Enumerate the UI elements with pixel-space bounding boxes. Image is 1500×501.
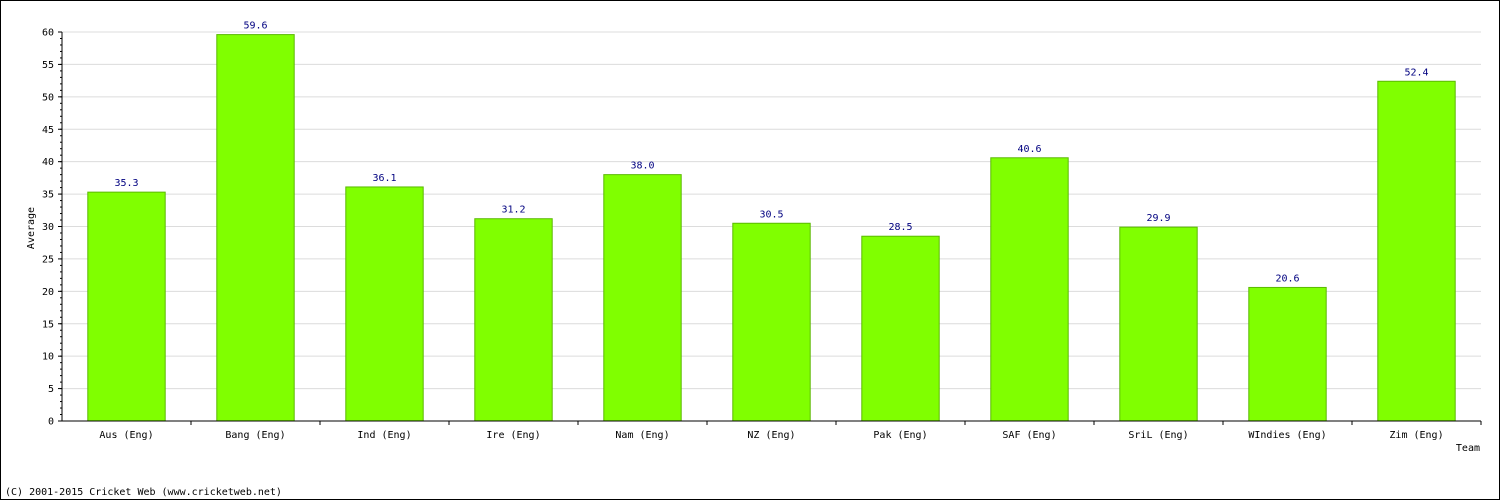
bars bbox=[87, 34, 1456, 422]
bar bbox=[216, 34, 295, 422]
data-label: 31.2 bbox=[501, 205, 525, 216]
x-tick-label: NZ (Eng) bbox=[747, 430, 795, 441]
data-label: 59.6 bbox=[243, 21, 267, 32]
y-tick-label: 45 bbox=[42, 125, 54, 136]
y-tick-label: 25 bbox=[42, 254, 54, 265]
data-labels: 35.3 59.6 36.1 31.2 38.0 30.5 28.5 40.6 29.9 20.6… bbox=[114, 21, 1428, 285]
data-label: 36.1 bbox=[372, 173, 396, 184]
data-label: 20.6 bbox=[1275, 273, 1299, 284]
bar bbox=[1377, 80, 1456, 422]
data-label: 52.4 bbox=[1404, 67, 1428, 78]
axes bbox=[58, 31, 1482, 425]
y-tick-labels: 0 5 10 15 20 25 30 35 40 45 50 55 60 bbox=[42, 28, 54, 428]
bar bbox=[345, 186, 424, 422]
y-tick-label: 10 bbox=[42, 352, 54, 363]
x-tick-label: SriL (Eng) bbox=[1128, 430, 1188, 441]
data-label: 40.6 bbox=[1017, 144, 1041, 155]
y-tick-label: 15 bbox=[42, 319, 54, 330]
bar bbox=[861, 235, 940, 422]
bar bbox=[1248, 286, 1327, 422]
data-label: 35.3 bbox=[114, 178, 138, 189]
y-axis-label: Average bbox=[26, 207, 37, 249]
x-tick-label: Pak (Eng) bbox=[873, 430, 927, 441]
x-tick-label: WIndies (Eng) bbox=[1248, 430, 1326, 441]
x-tick-label: Bang (Eng) bbox=[225, 430, 285, 441]
y-tick-label: 30 bbox=[42, 222, 54, 233]
x-tick-labels: Aus (Eng) Bang (Eng) Ind (Eng) Ire (Eng) Nam… bbox=[99, 430, 1443, 441]
y-tick-label: 0 bbox=[48, 417, 54, 428]
bar bbox=[474, 218, 553, 422]
y-tick-label: 55 bbox=[42, 60, 54, 71]
bar bbox=[732, 222, 811, 422]
y-tick-label: 40 bbox=[42, 157, 54, 168]
x-tick-label: Ire (Eng) bbox=[486, 430, 540, 441]
x-axis-label: Team bbox=[1456, 443, 1480, 454]
bar bbox=[87, 191, 166, 422]
data-label: 30.5 bbox=[759, 209, 783, 220]
x-tick-label: Ind (Eng) bbox=[357, 430, 411, 441]
x-tick-label: SAF (Eng) bbox=[1002, 430, 1056, 441]
bar bbox=[990, 157, 1069, 422]
x-tick-label: Nam (Eng) bbox=[615, 430, 669, 441]
bar bbox=[1119, 226, 1198, 422]
y-tick-label: 20 bbox=[42, 287, 54, 298]
y-tick-label: 35 bbox=[42, 190, 54, 201]
bar bbox=[603, 174, 682, 422]
x-tick-label: Aus (Eng) bbox=[99, 430, 153, 441]
data-label: 28.5 bbox=[888, 222, 912, 233]
copyright-footer: (C) 2001-2015 Cricket Web (www.cricketwe… bbox=[5, 487, 282, 498]
data-label: 38.0 bbox=[630, 161, 654, 172]
y-tick-label: 5 bbox=[48, 384, 54, 395]
y-tick-label: 60 bbox=[42, 28, 54, 39]
y-tick-label: 50 bbox=[42, 92, 54, 103]
x-tick-label: Zim (Eng) bbox=[1389, 430, 1443, 441]
data-label: 29.9 bbox=[1146, 213, 1170, 224]
